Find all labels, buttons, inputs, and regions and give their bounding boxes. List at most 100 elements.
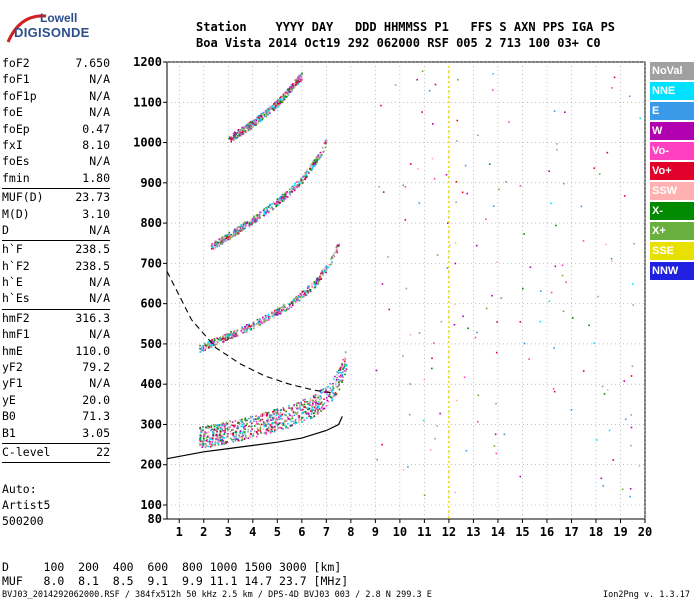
- echo-point: [251, 122, 254, 125]
- echo-point: [209, 342, 212, 344]
- echo-point: [318, 154, 321, 157]
- echo-point: [206, 426, 208, 428]
- echo-point: [311, 165, 313, 168]
- noise-point: [494, 433, 497, 436]
- echo-point: [301, 72, 303, 75]
- noise-point: [519, 185, 522, 187]
- echo-point: [321, 391, 323, 394]
- x-tick-label: 4: [249, 525, 256, 539]
- noise-point: [606, 151, 609, 154]
- x-tick-label: 18: [589, 525, 603, 539]
- echo-point: [319, 275, 321, 278]
- echo-point: [257, 429, 260, 432]
- echo-point: [313, 396, 315, 399]
- noise-point: [455, 399, 458, 402]
- echo-point: [263, 320, 265, 322]
- echo-point: [267, 109, 270, 112]
- echo-point: [245, 125, 247, 128]
- echo-point: [253, 123, 256, 126]
- echo-point: [290, 187, 293, 190]
- echo-point: [264, 115, 266, 118]
- echo-point: [288, 188, 291, 191]
- echo-point: [220, 239, 223, 241]
- echo-point: [247, 430, 249, 433]
- echo-point: [274, 101, 277, 104]
- echo-point: [217, 241, 220, 244]
- echo-point: [226, 237, 229, 240]
- param-value: N/A: [89, 222, 110, 237]
- echo-point: [294, 418, 297, 421]
- echo-point: [299, 418, 301, 421]
- echo-point: [269, 415, 271, 417]
- echo-point: [210, 346, 213, 348]
- noise-point: [600, 477, 603, 480]
- echo-point: [311, 408, 313, 411]
- echo-point: [235, 229, 238, 232]
- echo-point: [220, 423, 223, 426]
- echo-point: [252, 124, 255, 126]
- echo-point: [287, 427, 289, 429]
- noise-point: [404, 218, 407, 221]
- echo-point: [301, 78, 303, 81]
- echo-point: [291, 185, 294, 188]
- echo-point: [317, 410, 319, 413]
- echo-point: [336, 371, 339, 373]
- noise-point: [488, 163, 491, 165]
- echo-point: [261, 413, 264, 416]
- echo-point: [252, 221, 254, 224]
- x-tick-label: 11: [417, 525, 431, 539]
- echo-point: [236, 228, 238, 231]
- echo-point: [229, 426, 231, 428]
- echo-point: [224, 333, 226, 336]
- echo-point: [322, 274, 325, 277]
- echo-point: [243, 227, 246, 230]
- auto-label: Auto:: [2, 482, 37, 496]
- echo-point: [282, 95, 285, 98]
- noise-point: [455, 201, 457, 204]
- echo-point: [234, 233, 237, 236]
- echo-point: [216, 437, 219, 440]
- noise-point: [431, 367, 433, 370]
- y-tick-label: 80: [148, 512, 162, 526]
- echo-point: [251, 223, 253, 226]
- echo-point: [252, 218, 254, 221]
- param-value: 3.05: [82, 425, 110, 440]
- param-value: 79.2: [82, 360, 110, 375]
- echo-point: [244, 225, 247, 227]
- echo-point: [215, 433, 218, 436]
- echo-point: [315, 397, 318, 399]
- x-tick-label: 14: [491, 525, 505, 539]
- noise-point: [429, 449, 432, 451]
- echo-point: [283, 97, 285, 100]
- noise-point: [595, 439, 598, 441]
- echo-point: [237, 420, 240, 423]
- x-tick-label: 13: [466, 525, 480, 539]
- echo-point: [279, 102, 282, 105]
- echo-point: [270, 105, 273, 107]
- echo-point: [316, 157, 319, 160]
- echo-point: [242, 223, 245, 226]
- echo-point: [207, 445, 210, 448]
- echo-point: [297, 184, 300, 187]
- echo-point: [230, 137, 233, 139]
- echo-point: [285, 192, 288, 194]
- echo-point: [226, 441, 229, 443]
- echo-point: [312, 160, 315, 163]
- echo-point: [256, 118, 258, 120]
- echo-point: [259, 120, 261, 123]
- echo-point: [293, 82, 296, 85]
- echo-point: [247, 428, 250, 431]
- y-tick-label: 200: [140, 458, 162, 472]
- echo-point: [227, 238, 230, 240]
- echo-point: [321, 146, 324, 149]
- echo-point: [306, 290, 309, 292]
- echo-point: [242, 432, 245, 435]
- echo-point: [290, 409, 293, 412]
- echo-point: [218, 243, 221, 245]
- echo-point: [273, 413, 275, 416]
- echo-point: [231, 438, 233, 441]
- echo-point: [211, 437, 214, 439]
- echo-point: [333, 255, 336, 258]
- echo-point: [236, 329, 239, 332]
- echo-point: [273, 106, 275, 109]
